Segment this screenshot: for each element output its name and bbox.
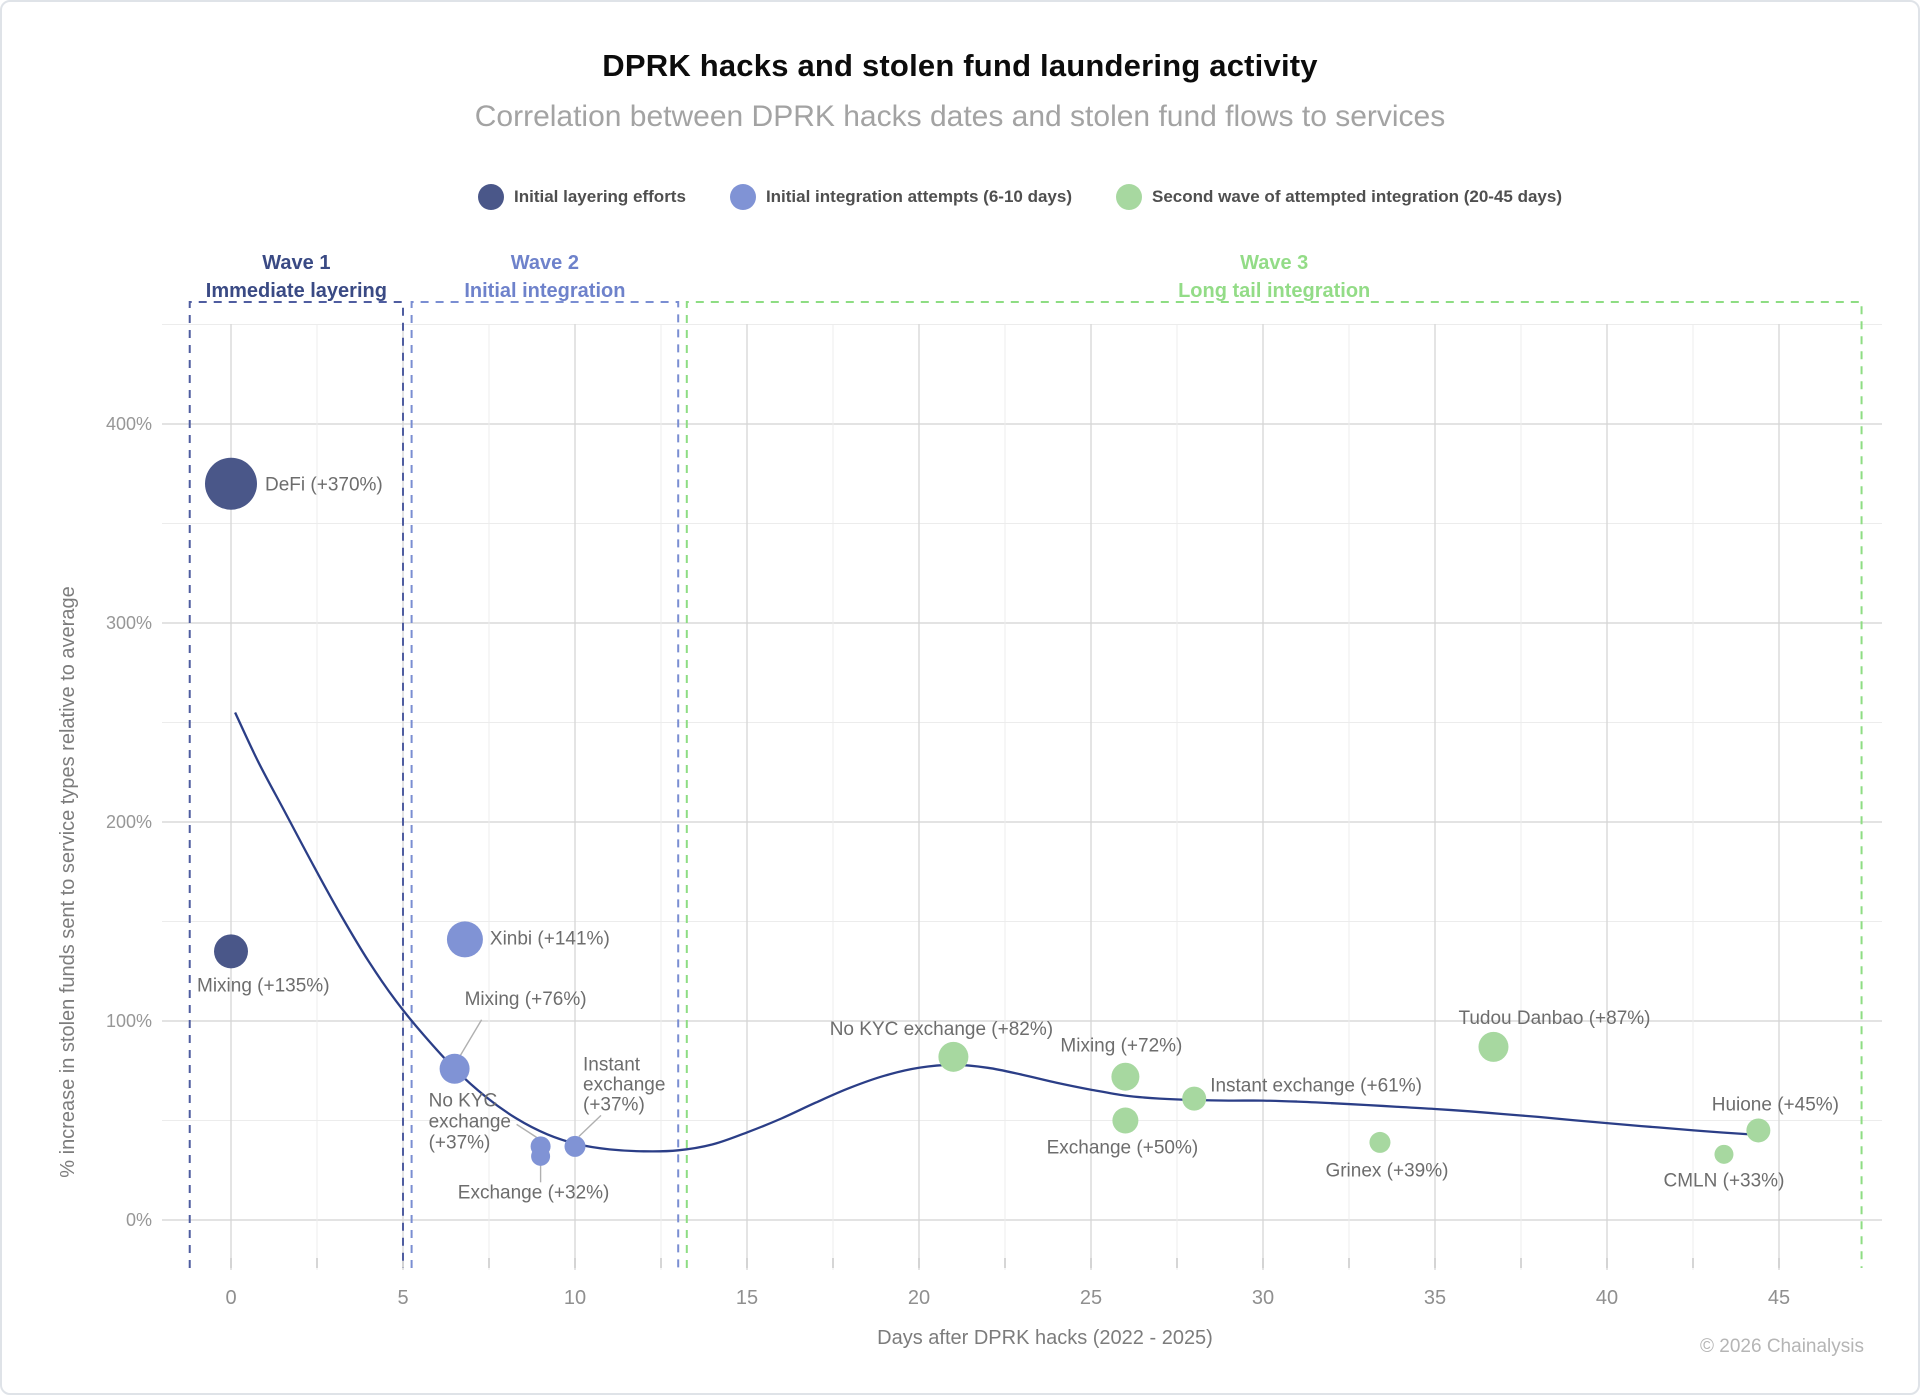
x-tick-label: 30 [1252,1287,1274,1309]
wave-3-box [685,301,1863,1268]
bubble-no-kyc-exchange-82 [938,1041,969,1072]
wave-2-box [410,301,680,1268]
bubble-huione-45 [1746,1118,1771,1143]
y-axis-title: % increase in stolen funds sent to servi… [57,586,79,1177]
x-tick-label: 25 [1080,1287,1102,1309]
label-grinex-39: Grinex (+39%) [1325,1160,1448,1181]
leader-instant-exchange [578,1114,602,1137]
page-title: DPRK hacks and stolen fund laundering ac… [602,48,1318,83]
wave-3-title: Wave 3 [1240,252,1308,274]
label-instant-exchange-37: exchange [583,1074,665,1095]
x-tick-label: 45 [1768,1287,1790,1309]
x-tick-label: 10 [564,1287,586,1309]
legend: Initial layering efforts Initial integrat… [2,184,1918,210]
x-tick-label: 15 [736,1287,758,1309]
legend-dot-icon [478,184,504,210]
legend-label: Second wave of attempted integration (20… [1152,187,1562,206]
bubble-exchange-50 [1112,1107,1139,1134]
legend-label: Initial integration attempts (6-10 days) [765,187,1072,206]
y-tick-label: 300% [106,613,152,633]
x-tick-label: 20 [908,1287,930,1309]
bubble-mixing-76 [439,1053,470,1084]
label-defi-370: DeFi (+370%) [265,475,383,496]
leader-no-kyc-exchange [516,1123,537,1138]
x-tick-label: 0 [225,1287,236,1309]
label-instant-exchange-37: (+37%) [583,1094,645,1115]
bubble-mixing-135 [214,934,248,969]
bubble-defi-370 [205,457,257,510]
label-cmln-33: CMLN (+33%) [1664,1170,1785,1191]
legend-item-0: Initial layering efforts [478,184,686,210]
bubble-instant-exchange-37 [564,1135,586,1157]
label-no-kyc-exchange-37: No KYC [429,1090,498,1111]
label-huione-45: Huione (+45%) [1712,1094,1839,1115]
x-axis-title: Days after DPRK hacks (2022 - 2025) [877,1327,1213,1349]
legend-label: Initial layering efforts [514,187,686,206]
copyright: © 2026 Chainalysis [1700,1336,1864,1357]
wave-1-box [188,301,404,1268]
x-tick-label: 40 [1596,1287,1618,1309]
label-instant-exchange-61: Instant exchange (+61%) [1210,1076,1422,1097]
label-tudou-danbao-87: Tudou Danbao (+87%) [1458,1008,1650,1029]
label-exchange-32: Exchange (+32%) [458,1182,610,1203]
y-tick-label: 0% [126,1210,152,1230]
label-no-kyc-exchange-37: (+37%) [429,1132,491,1153]
bubble-mixing-72 [1111,1062,1140,1091]
bubble-instant-exchange-61 [1182,1086,1207,1111]
label-exchange-50: Exchange (+50%) [1047,1138,1199,1159]
bubble-xinbi-141 [446,921,483,958]
bubble-tudou-danbao-87 [1478,1031,1509,1062]
legend-dot-icon [1116,184,1142,210]
wave-3-subtitle: Long tail integration [1178,280,1370,302]
label-mixing-76: Mixing (+76%) [465,989,587,1010]
y-tick-label: 100% [106,1011,152,1031]
label-mixing-135: Mixing (+135%) [197,975,330,996]
bubble-cmln-33 [1714,1144,1734,1164]
bubble-exchange-32 [531,1146,551,1166]
label-no-kyc-exchange-82: No KYC exchange (+82%) [830,1019,1053,1040]
wave-2-subtitle: Initial integration [464,280,625,302]
x-tick-label: 35 [1424,1287,1446,1309]
label-xinbi-141: Xinbi (+141%) [490,928,610,949]
y-tick-label: 400% [106,414,152,434]
wave-1-title: Wave 1 [262,252,330,274]
label-mixing-72: Mixing (+72%) [1060,1036,1182,1057]
wave-2-title: Wave 2 [511,252,579,274]
wave-1-subtitle: Immediate layering [206,280,387,302]
label-no-kyc-exchange-37: exchange [429,1111,511,1132]
legend-dot-icon [729,184,756,210]
y-tick-label: 200% [106,812,152,832]
bubble-grinex-39 [1369,1131,1391,1153]
x-tick-label: 5 [397,1287,408,1309]
label-instant-exchange-37: Instant [583,1054,641,1075]
legend-item-2: Second wave of attempted integration (20… [1116,184,1562,210]
legend-item-1: Initial integration attempts (6-10 days) [729,184,1072,210]
page-subtitle: Correlation between DPRK hacks dates and… [474,100,1446,133]
leader-mixing [455,1019,483,1063]
